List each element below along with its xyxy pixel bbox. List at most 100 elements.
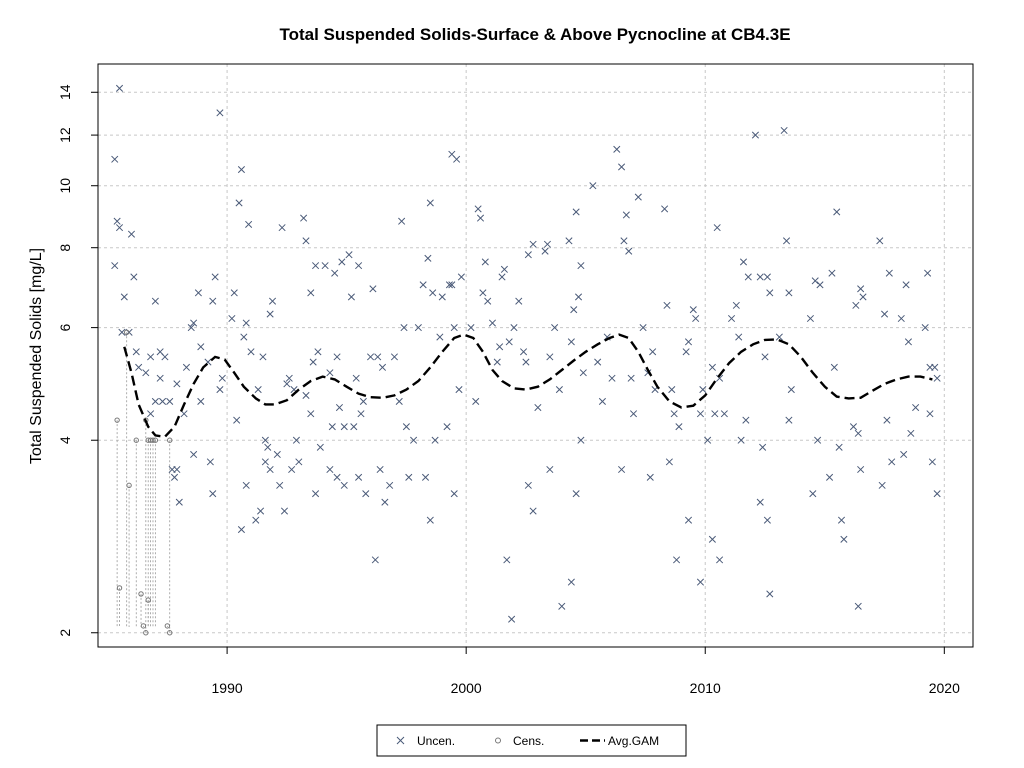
data-point-uncensored xyxy=(739,258,748,266)
data-point-uncensored xyxy=(756,498,764,506)
data-point-uncensored xyxy=(135,363,143,371)
data-point-uncensored xyxy=(455,386,463,394)
data-point-uncensored xyxy=(115,84,124,92)
data-point-uncensored xyxy=(307,410,315,418)
data-point-uncensored xyxy=(302,391,310,399)
data-point-uncensored xyxy=(450,324,458,332)
data-point-uncensored xyxy=(264,443,272,451)
data-point-uncensored xyxy=(716,556,724,564)
data-point-uncensored xyxy=(352,374,360,382)
data-point-censored xyxy=(133,437,139,443)
data-point-uncensored xyxy=(900,450,908,459)
data-point-censored xyxy=(152,437,159,443)
y-tick-label: 8 xyxy=(57,244,73,252)
data-point-uncensored xyxy=(835,443,843,451)
data-point-uncensored xyxy=(708,535,716,543)
data-point-uncensored xyxy=(785,289,793,297)
data-point-uncensored xyxy=(763,516,771,524)
data-point-uncensored xyxy=(508,615,516,623)
data-point-uncensored xyxy=(218,374,226,382)
data-point-uncensored xyxy=(426,199,434,207)
data-point-uncensored xyxy=(682,348,690,356)
data-point-uncensored xyxy=(132,348,140,356)
data-point-uncensored xyxy=(257,507,265,515)
data-point-uncensored xyxy=(675,423,683,431)
data-point-uncensored xyxy=(756,273,764,281)
data-point-uncensored xyxy=(735,333,743,341)
data-point-uncensored xyxy=(242,319,250,327)
data-point-uncensored xyxy=(280,507,289,515)
data-point-uncensored xyxy=(448,281,456,289)
data-point-uncensored xyxy=(333,353,341,361)
legend-item-censored: Cens. xyxy=(495,734,544,748)
data-point-uncensored xyxy=(713,224,721,232)
data-point-uncensored xyxy=(347,293,355,301)
data-point-uncensored xyxy=(130,273,138,281)
data-point-censored xyxy=(126,482,132,489)
data-point-uncensored xyxy=(833,208,841,216)
data-point-uncensored xyxy=(665,458,673,466)
data-point-uncensored xyxy=(381,498,389,506)
data-point-uncensored xyxy=(589,182,597,190)
data-point-uncensored xyxy=(237,525,245,534)
data-point-uncensored xyxy=(386,481,394,489)
data-point-censored xyxy=(145,597,151,603)
data-point-uncensored xyxy=(266,465,274,474)
data-point-uncensored xyxy=(837,516,846,524)
data-point-uncensored xyxy=(273,450,281,459)
data-point-uncensored xyxy=(414,324,422,332)
data-point-censored xyxy=(114,417,120,423)
data-point-censored xyxy=(140,623,147,629)
data-point-uncensored xyxy=(696,410,705,418)
data-point-uncensored xyxy=(340,423,348,431)
data-point-uncensored xyxy=(197,343,205,351)
data-point-uncensored xyxy=(785,416,793,424)
data-point-uncensored xyxy=(326,465,334,474)
data-point-uncensored xyxy=(598,397,606,405)
data-point-uncensored xyxy=(572,490,580,498)
data-point-uncensored xyxy=(402,423,410,431)
data-point-uncensored xyxy=(247,348,255,356)
data-point-uncensored xyxy=(113,217,121,225)
data-point-uncensored xyxy=(190,450,198,459)
data-point-uncensored xyxy=(763,273,771,281)
data-point-uncensored xyxy=(699,386,707,394)
data-point-uncensored xyxy=(357,410,365,418)
data-point-uncensored xyxy=(529,240,537,248)
data-point-uncensored xyxy=(857,285,865,293)
data-point-uncensored xyxy=(577,262,585,270)
data-point-uncensored xyxy=(355,473,363,481)
data-point-uncensored xyxy=(826,473,834,481)
data-point-uncensored xyxy=(577,436,585,444)
data-point-uncensored xyxy=(496,343,504,351)
data-point-uncensored xyxy=(684,338,693,346)
data-point-uncensored xyxy=(608,374,616,382)
legend-item-uncensored: Uncen. xyxy=(396,734,455,748)
data-point-uncensored xyxy=(278,224,286,232)
data-point-uncensored xyxy=(510,324,518,332)
data-point-uncensored xyxy=(345,251,353,259)
data-point-uncensored xyxy=(127,230,136,238)
legend-label-censored: Cens. xyxy=(513,734,544,748)
data-point-uncensored xyxy=(426,516,434,524)
data-point-uncensored xyxy=(472,397,480,405)
data-point-uncensored xyxy=(142,369,150,377)
data-point-uncensored xyxy=(398,217,406,225)
data-point-uncensored xyxy=(541,247,549,255)
data-point-uncensored xyxy=(931,363,939,371)
data-point-uncensored xyxy=(366,353,375,361)
data-point-uncensored xyxy=(438,293,446,301)
data-point-uncensored xyxy=(216,109,224,117)
plot-frame xyxy=(97,63,974,648)
chart-title: Total Suspended Solids-Surface & Above P… xyxy=(279,25,790,44)
data-point-uncensored xyxy=(720,410,728,418)
y-axis-label: Total Suspended Solids [mg/L] xyxy=(28,248,45,464)
data-point-uncensored xyxy=(173,465,181,474)
data-point-uncensored xyxy=(787,386,795,394)
data-point-uncensored xyxy=(857,465,865,474)
data-point-uncensored xyxy=(672,556,681,564)
data-point-uncensored xyxy=(285,374,293,382)
data-point-uncensored xyxy=(479,289,487,297)
data-point-uncensored xyxy=(646,473,654,481)
